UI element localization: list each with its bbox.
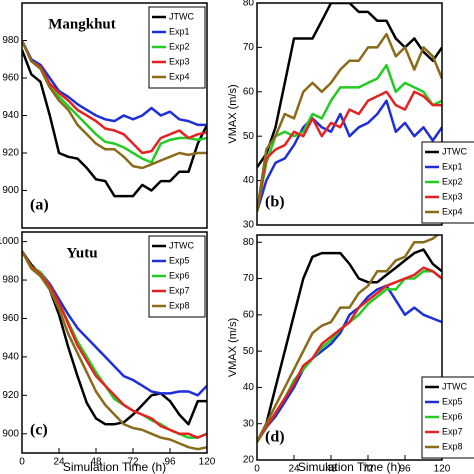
- y-tick-label: 940: [2, 352, 19, 363]
- series-line: [22, 39, 207, 170]
- x-tick-label: 120: [199, 457, 216, 468]
- y-tick-label: 70: [243, 273, 255, 284]
- series-line: [257, 248, 442, 443]
- y-tick-label: 40: [243, 175, 255, 186]
- legend-label: Exp7: [169, 285, 190, 295]
- legend-label: Exp4: [442, 206, 463, 216]
- y-axis-label: VMAX (m/s): [227, 318, 239, 377]
- y-tick-label: 920: [2, 390, 19, 401]
- panel-label: (a): [30, 197, 49, 214]
- series-line: [22, 49, 207, 198]
- legend-label: JTWC: [169, 240, 194, 250]
- y-tick-label: 60: [243, 86, 255, 97]
- y-tick-label: 30: [243, 418, 255, 429]
- x-tick-label: 24: [53, 457, 65, 468]
- series-line: [22, 39, 207, 127]
- panel-label: (d): [265, 429, 285, 446]
- x-axis-label: Simulation Time (h): [298, 460, 401, 474]
- series-line: [257, 3, 442, 169]
- x-tick-label: 48: [325, 464, 337, 474]
- series-line: [22, 39, 207, 155]
- x-axis-label: Simulation Time (h): [63, 460, 166, 474]
- y-tick-label: 980: [2, 275, 19, 286]
- panel-label: (c): [30, 422, 48, 439]
- y-tick-label: 900: [2, 185, 19, 196]
- legend-label: Exp5: [169, 255, 190, 265]
- legend-label: Exp3: [442, 191, 463, 201]
- legend-label: Exp1: [169, 26, 190, 36]
- legend-label: Exp2: [442, 176, 463, 186]
- plot-frame: [256, 2, 443, 226]
- legend-label: JTWC: [442, 146, 467, 156]
- y-axis-label: VMAX (m/s): [227, 84, 239, 143]
- series-line: [257, 63, 442, 212]
- x-tick-label: 0: [254, 464, 260, 474]
- y-tick-label: 940: [2, 110, 19, 121]
- series-line: [257, 90, 442, 212]
- panel-title: Yutu: [66, 245, 97, 261]
- y-tick-label: 40: [243, 382, 255, 393]
- series-line: [22, 250, 207, 451]
- y-tick-label: 20: [243, 455, 255, 466]
- legend-label: Exp2: [169, 41, 190, 51]
- y-tick-label: 980: [2, 35, 19, 46]
- series-line: [22, 250, 207, 439]
- x-tick-label: 24: [288, 464, 300, 474]
- legend-label: Exp7: [442, 426, 463, 436]
- y-tick-label: 60: [243, 309, 255, 320]
- legend-label: Exp5: [442, 396, 463, 406]
- y-tick-label: 80: [243, 0, 255, 9]
- x-tick-label: 48: [90, 457, 102, 468]
- series-line: [257, 32, 442, 212]
- y-tick-label: 50: [243, 131, 255, 142]
- series-line: [257, 266, 442, 443]
- legend-label: Exp1: [442, 161, 463, 171]
- panel-label: (b): [265, 194, 285, 211]
- y-tick-label: 30: [243, 220, 255, 231]
- legend-label: JTWC: [442, 381, 467, 391]
- series-line: [257, 284, 442, 443]
- x-tick-label: 120: [434, 464, 451, 474]
- plot-frame: [256, 234, 443, 461]
- y-tick-label: 960: [2, 313, 19, 324]
- x-tick-label: 72: [362, 464, 374, 474]
- x-tick-label: 96: [164, 457, 176, 468]
- plot-frame: [21, 2, 208, 229]
- legend-label: Exp4: [169, 71, 190, 81]
- y-tick-label: 80: [243, 237, 255, 248]
- y-tick-label: 960: [2, 73, 19, 84]
- y-tick-label: 50: [243, 346, 255, 357]
- plot-frame: [21, 231, 208, 454]
- series-line: [257, 99, 442, 213]
- legend-label: Exp8: [442, 441, 463, 451]
- y-tick-label: 70: [243, 42, 255, 53]
- y-tick-label: 920: [2, 148, 19, 159]
- legend-label: Exp6: [169, 270, 190, 280]
- panel-title: Mangkhut: [48, 16, 116, 32]
- legend-label: JTWC: [169, 11, 194, 21]
- x-tick-label: 72: [127, 457, 139, 468]
- legend-label: Exp3: [169, 56, 190, 66]
- legend-label: Exp8: [169, 300, 190, 310]
- x-tick-label: 96: [399, 464, 411, 474]
- x-tick-label: 0: [19, 457, 25, 468]
- legend-label: Exp6: [442, 411, 463, 421]
- y-tick-label: 1000: [0, 236, 19, 247]
- y-tick-label: 900: [2, 428, 19, 439]
- series-line: [257, 235, 440, 443]
- series-line: [257, 270, 442, 443]
